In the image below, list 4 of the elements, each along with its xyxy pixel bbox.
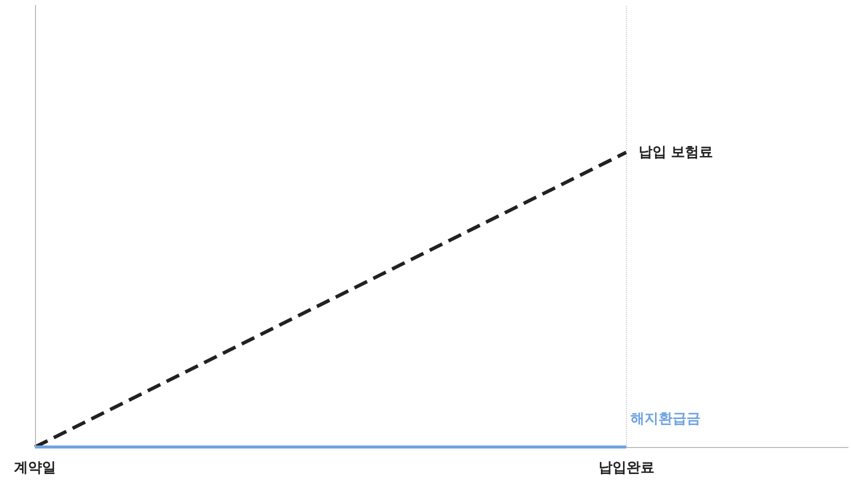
x-tick-label: 계약일 xyxy=(14,460,56,476)
series-label: 납입 보험료 xyxy=(638,144,714,160)
x-tick-label: 납입완료 xyxy=(598,460,654,476)
series-label: 해지환급금 xyxy=(630,411,700,427)
